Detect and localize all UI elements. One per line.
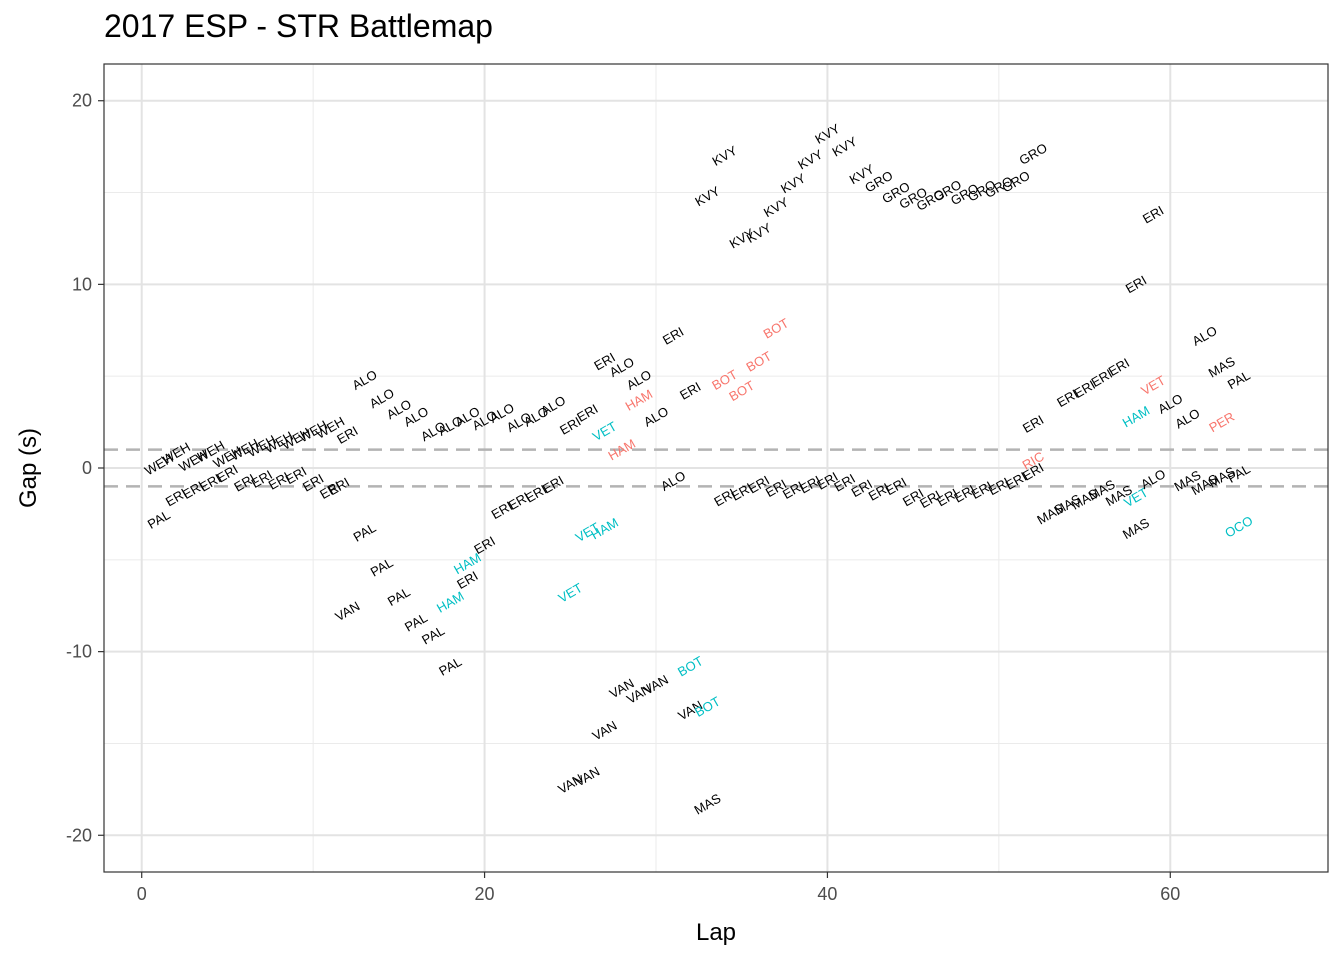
x-axis-title: Lap <box>696 919 736 946</box>
x-axis-ticks: 0 20 40 60 <box>137 872 1180 904</box>
x-tick-label: 60 <box>1160 884 1180 904</box>
x-tick-label: 20 <box>475 884 495 904</box>
y-tick-label: 20 <box>72 91 92 111</box>
y-axis-title: Gap (s) <box>15 428 42 508</box>
chart-title: 2017 ESP - STR Battlemap <box>104 8 493 44</box>
y-tick-label: 10 <box>72 274 92 294</box>
y-tick-label: -20 <box>66 825 92 845</box>
y-tick-label: -10 <box>66 642 92 662</box>
reference-lines <box>104 448 1328 488</box>
y-axis-ticks: -20 -10 0 10 20 <box>66 91 104 845</box>
y-tick-label: 0 <box>82 458 92 478</box>
x-tick-label: 0 <box>137 884 147 904</box>
x-tick-label: 40 <box>817 884 837 904</box>
major-gridlines <box>104 64 1328 872</box>
